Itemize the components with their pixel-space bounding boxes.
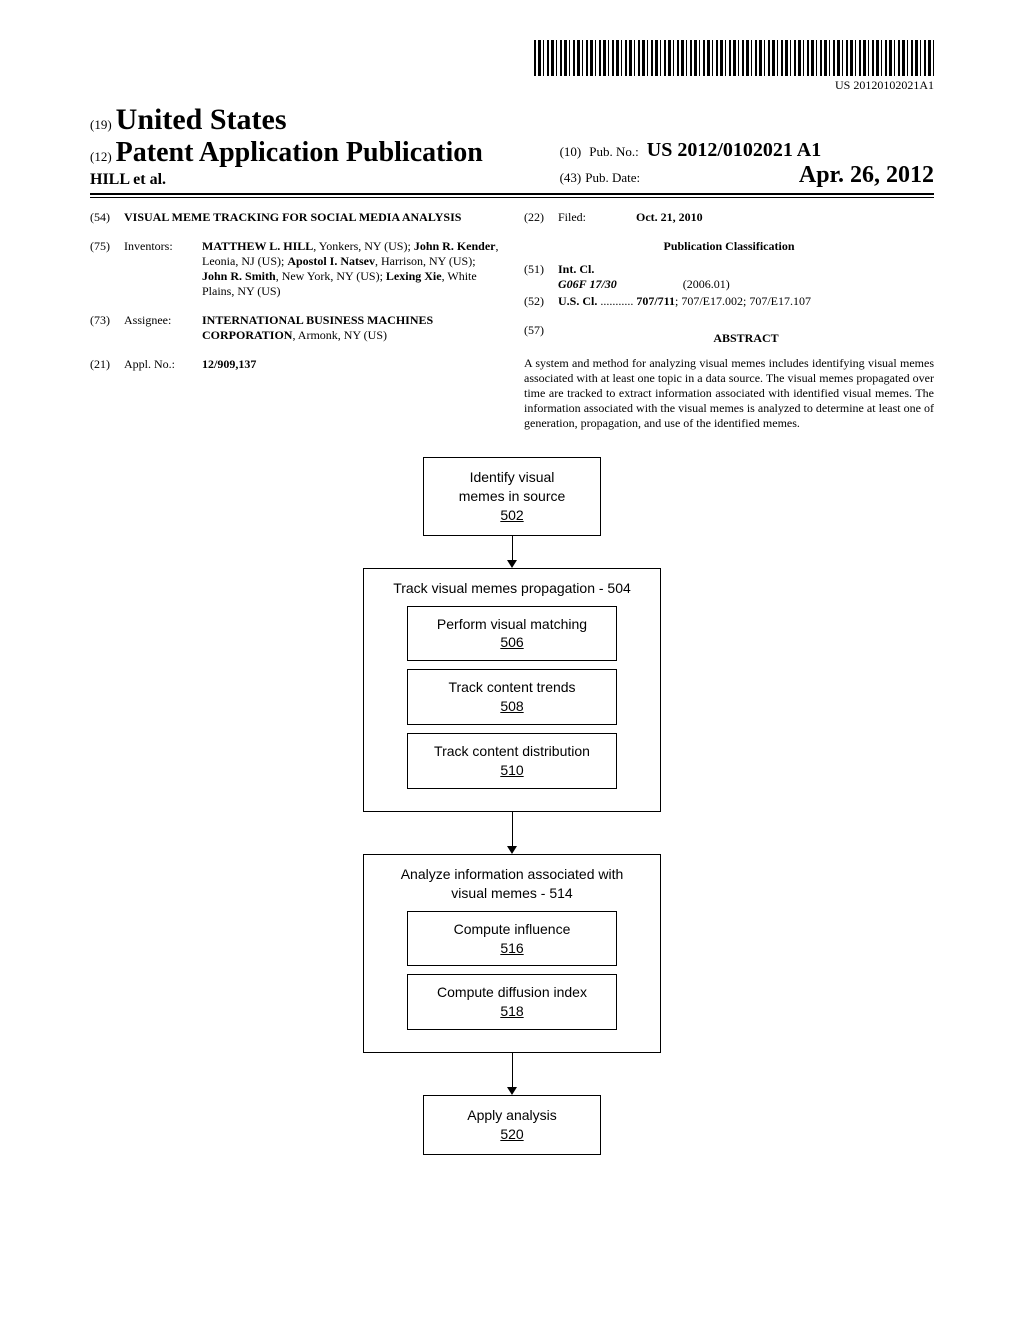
intcl-class: G06F 17/30 <box>558 277 617 291</box>
flow-text: Compute diffusion index <box>437 984 587 1000</box>
flow-node-516: Compute influence 516 <box>407 911 617 967</box>
flow-node-504: Track visual memes propagation - 504 Per… <box>363 568 661 812</box>
invention-title: VISUAL MEME TRACKING FOR SOCIAL MEDIA AN… <box>124 210 500 225</box>
code-51: (51) <box>524 262 558 292</box>
pubclass-header: Publication Classification <box>524 239 934 254</box>
flow-text: Apply analysis <box>467 1107 557 1123</box>
flow-node-514: Analyze information associated with visu… <box>363 854 661 1053</box>
code-21: (21) <box>90 357 124 372</box>
flow-num: 506 <box>500 634 523 650</box>
barcode-graphic <box>534 40 934 76</box>
code-19: (19) <box>90 117 112 132</box>
code-75: (75) <box>90 239 124 299</box>
uscl-main: 707/711 <box>636 294 675 308</box>
assignee-label: Assignee: <box>124 313 202 343</box>
pub-date-label: Pub. Date: <box>585 170 640 185</box>
pub-no-value: US 2012/0102021 A1 <box>647 139 821 162</box>
flowchart: Identify visual memes in source 502 Trac… <box>90 457 934 1155</box>
code-12: (12) <box>90 149 112 164</box>
flow-text: Track content trends <box>448 679 575 695</box>
code-43: (43) <box>560 170 582 185</box>
bibliographic-section: (54) VISUAL MEME TRACKING FOR SOCIAL MED… <box>90 210 934 431</box>
flow-arrow-icon <box>507 536 517 568</box>
flow-title: Track visual memes propagation - 504 <box>376 579 648 598</box>
inventor-name: Lexing Xie <box>386 269 442 283</box>
flow-text: Compute influence <box>454 921 571 937</box>
barcode-region <box>90 40 934 76</box>
flow-num: 516 <box>500 940 523 956</box>
code-10: (10) <box>560 144 582 160</box>
flow-num: 518 <box>500 1003 523 1019</box>
header-rule <box>90 197 934 198</box>
abstract-body: A system and method for analyzing visual… <box>524 356 934 431</box>
flow-title-line: visual memes - 514 <box>451 885 572 901</box>
flow-text: memes in source <box>459 488 566 504</box>
pub-date-value: Apr. 26, 2012 <box>799 162 934 189</box>
assignee-value: INTERNATIONAL BUSINESS MACHINES CORPORAT… <box>202 313 500 343</box>
code-54: (54) <box>90 210 124 225</box>
appl-label: Appl. No.: <box>124 357 202 372</box>
inventor-name: Apostol I. Natsev <box>287 254 375 268</box>
authors-line: HILL et al. <box>90 171 548 189</box>
inventor-loc: , Harrison, NY (US); <box>375 254 476 268</box>
flow-num: 520 <box>500 1126 523 1142</box>
inventor-name: John R. Kender <box>414 239 496 253</box>
intcl-date: (2006.01) <box>683 277 730 291</box>
pub-no-label: Pub. No.: <box>589 144 638 160</box>
flow-arrow-icon <box>507 1053 517 1095</box>
abstract-header: ABSTRACT <box>558 331 934 346</box>
uscl-label: U.S. Cl. <box>558 294 597 308</box>
uscl-rest: ; 707/E17.002; 707/E17.107 <box>675 294 811 308</box>
flow-node-502: Identify visual memes in source 502 <box>423 457 601 536</box>
flow-node-520: Apply analysis 520 <box>423 1095 601 1155</box>
assignee-loc: , Armonk, NY (US) <box>292 328 387 342</box>
appl-value: 12/909,137 <box>202 357 500 372</box>
doc-type: Patent Application Publication <box>116 137 483 168</box>
flow-text: Perform visual matching <box>437 616 587 632</box>
inventor-name: MATTHEW L. HILL <box>202 239 313 253</box>
uscl-dots: ........... <box>597 294 636 308</box>
flow-title-line: Analyze information associated with <box>401 866 624 882</box>
intcl-label: Int. Cl. <box>558 262 934 277</box>
filed-value: Oct. 21, 2010 <box>636 210 934 225</box>
flow-text: Identify visual <box>470 469 555 485</box>
inventors-label: Inventors: <box>124 239 202 299</box>
inventors-list: MATTHEW L. HILL, Yonkers, NY (US); John … <box>202 239 500 299</box>
code-57: (57) <box>524 323 558 352</box>
flow-node-518: Compute diffusion index 518 <box>407 974 617 1030</box>
flow-num: 502 <box>500 507 523 523</box>
document-header: (19) United States (12) Patent Applicati… <box>90 103 934 195</box>
inventor-name: John R. Smith <box>202 269 276 283</box>
flow-node-508: Track content trends 508 <box>407 669 617 725</box>
barcode-number: US 20120102021A1 <box>90 78 934 93</box>
country-name: United States <box>116 103 287 136</box>
inventor-loc: , New York, NY (US); <box>276 269 386 283</box>
flow-text: Track content distribution <box>434 743 590 759</box>
code-73: (73) <box>90 313 124 343</box>
flow-arrow-icon <box>507 812 517 854</box>
inventor-loc: , Yonkers, NY (US); <box>313 239 414 253</box>
flow-num: 510 <box>500 762 523 778</box>
flow-num: 508 <box>500 698 523 714</box>
flow-node-506: Perform visual matching 506 <box>407 606 617 662</box>
code-22: (22) <box>524 210 558 225</box>
code-52: (52) <box>524 294 558 309</box>
filed-label: Filed: <box>558 210 636 225</box>
flow-node-510: Track content distribution 510 <box>407 733 617 789</box>
